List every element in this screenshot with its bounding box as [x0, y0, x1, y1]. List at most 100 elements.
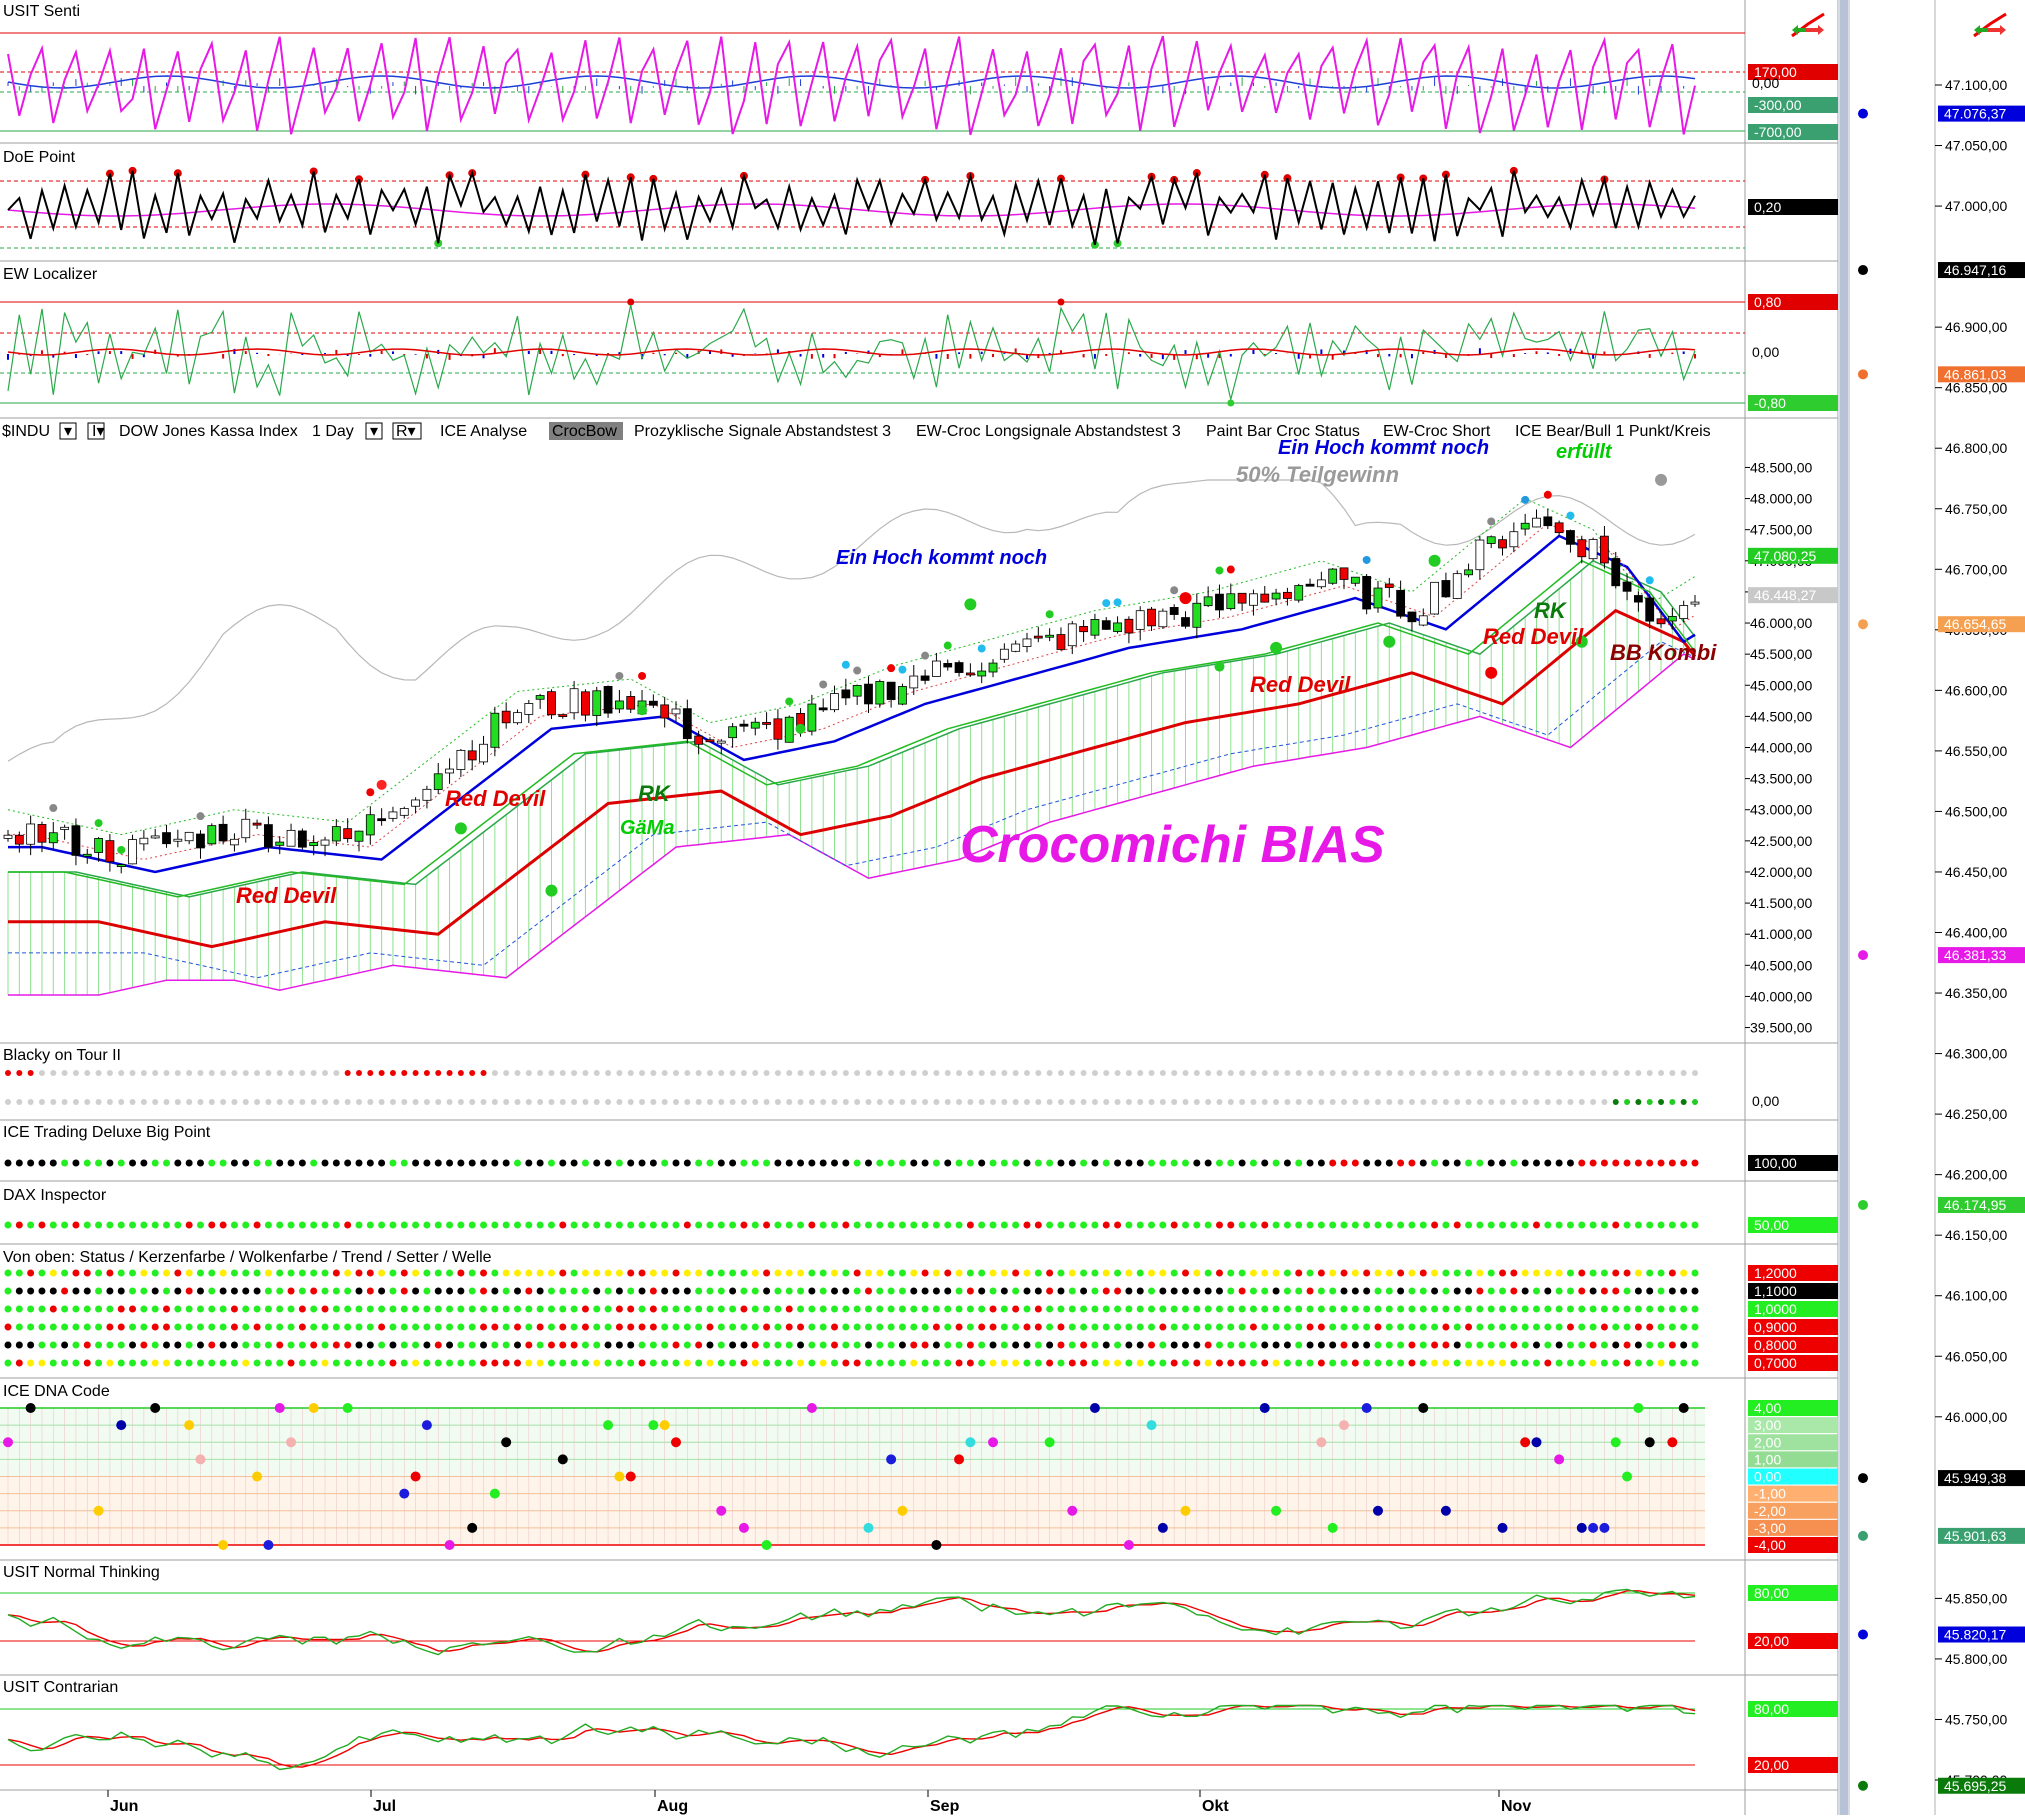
deluxe-dot [751, 1159, 759, 1167]
month-label: Nov [1501, 1798, 1531, 1815]
vonoben-dot [1102, 1305, 1110, 1313]
vonoben-dot [797, 1323, 805, 1331]
deluxe-dot [140, 1159, 148, 1167]
scrollbar-thumb[interactable] [1840, 0, 1848, 1815]
deluxe-dot [242, 1159, 250, 1167]
signal-marker [964, 598, 977, 611]
candle-body [48, 832, 58, 844]
dax-dot [536, 1221, 544, 1229]
vonoben-dot [1510, 1341, 1518, 1349]
vonoben-dot [876, 1341, 884, 1349]
indicator-menu-button[interactable] [87, 422, 105, 440]
blacky-dot-upper [480, 1070, 487, 1076]
blacky-dot-lower [1193, 1099, 1200, 1105]
vonoben-dot [536, 1305, 544, 1313]
dax-dot [593, 1221, 601, 1229]
dax-dot [1034, 1221, 1042, 1229]
vonoben-dot [1555, 1287, 1563, 1295]
candle-body [116, 864, 126, 868]
blacky-dot-lower [899, 1099, 906, 1105]
candle-body [1577, 539, 1587, 558]
vonoben-dot [887, 1287, 895, 1295]
dax-dot [230, 1221, 238, 1229]
candle-body [501, 710, 511, 724]
vonoben-dot [1623, 1341, 1631, 1349]
vonoben-dot [729, 1359, 737, 1367]
value-tag-label: 1,00 [1754, 1451, 1781, 1467]
vonoben-dot [174, 1359, 182, 1367]
candle-body [898, 686, 907, 705]
vonoben-dot [72, 1305, 80, 1313]
vonoben-dot [1499, 1323, 1507, 1331]
vonoben-dot [1000, 1287, 1008, 1295]
range-dropdown[interactable] [392, 422, 422, 440]
vonoben-dot [1204, 1359, 1212, 1367]
blacky-dot-upper [503, 1070, 510, 1076]
candle-body [841, 689, 851, 699]
arrows-icon[interactable] [1791, 12, 1825, 38]
vonoben-dot [604, 1305, 612, 1313]
value-tag-bg [1748, 1283, 1838, 1299]
deluxe-dot [457, 1159, 465, 1167]
vonoben-dot [1442, 1323, 1450, 1331]
price-axis-label: 40.000,00 [1750, 988, 1812, 1004]
candle-body [139, 837, 149, 845]
vonoben-dot [729, 1323, 737, 1331]
vonoben-dot [1102, 1287, 1110, 1295]
vonoben-dot [763, 1323, 771, 1331]
vonoben-dot [1442, 1287, 1450, 1295]
dax-dot [740, 1221, 748, 1229]
crocbow-highlight [549, 422, 623, 440]
blacky-dot-lower [1363, 1099, 1370, 1105]
vonoben-dot [966, 1269, 974, 1277]
vonoben-dot [706, 1323, 714, 1331]
vonoben-dot [581, 1269, 589, 1277]
right-axis-label: 46.000,00 [1945, 1409, 2007, 1425]
vonoben-dot [1634, 1359, 1642, 1367]
candle-body [433, 773, 443, 790]
vonoben-dot [27, 1269, 35, 1277]
vonoben-dot [1600, 1323, 1608, 1331]
deluxe-dot [1283, 1159, 1291, 1167]
value-tag-bg [1748, 1468, 1838, 1485]
value-tag-bg [1748, 1155, 1838, 1171]
candle-body [1566, 530, 1575, 545]
dax-dot [332, 1221, 340, 1229]
blacky-dot-lower [786, 1099, 793, 1105]
blacky-dot-upper [457, 1070, 464, 1076]
vonoben-dot [423, 1269, 431, 1277]
candle-body [592, 690, 602, 716]
vonoben-dot [253, 1323, 261, 1331]
vonoben-dot [502, 1269, 510, 1277]
arrows-icon[interactable] [1973, 12, 2007, 38]
vonoben-dot [1193, 1359, 1201, 1367]
blacky-dot-upper [650, 1070, 657, 1076]
vonoben-dot [706, 1341, 714, 1349]
candle-body [456, 749, 466, 770]
vonoben-dot [355, 1323, 363, 1331]
vonoben-dot [151, 1323, 159, 1331]
blacky-dot-upper [1159, 1070, 1166, 1076]
dna-dot [1146, 1420, 1157, 1431]
vonoben-dot [1091, 1323, 1099, 1331]
blacky-dot-upper [1057, 1070, 1064, 1076]
vonoben-dot [559, 1323, 567, 1331]
vonoben-dot [1215, 1341, 1223, 1349]
blacky-dot-lower [1250, 1099, 1257, 1105]
blacky-dot-upper [899, 1070, 906, 1076]
vonoben-dot [1249, 1269, 1257, 1277]
vonoben-dot [955, 1359, 963, 1367]
dax-dot [480, 1221, 488, 1229]
vonoben-dot [944, 1269, 952, 1277]
vonoben-dot [1623, 1305, 1631, 1313]
deluxe-dot [106, 1159, 114, 1167]
vonoben-dot [1600, 1359, 1608, 1367]
vonoben-dot [1431, 1323, 1439, 1331]
vonoben-dot [1204, 1269, 1212, 1277]
blacky-dot-lower [1669, 1099, 1676, 1105]
vonoben-dot [230, 1341, 238, 1349]
interval-dropdown[interactable] [365, 422, 383, 440]
value-tag-bg [1938, 1626, 2025, 1643]
right-axis-tag: 46.654,65 [1938, 616, 2025, 633]
dropdown-button[interactable] [59, 422, 77, 440]
